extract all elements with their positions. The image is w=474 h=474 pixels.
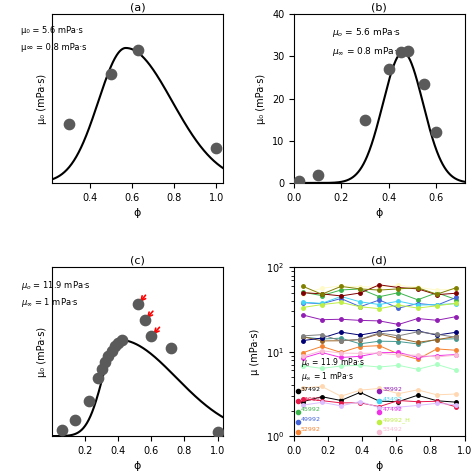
Point	[141, 317, 148, 324]
Point	[314, 172, 321, 179]
Point	[107, 70, 115, 77]
Point	[58, 426, 66, 433]
Point	[105, 352, 112, 359]
Text: 43492: 43492	[383, 397, 403, 401]
X-axis label: ϕ: ϕ	[134, 461, 141, 471]
Text: μ∞ = 0.8 mPa·s: μ∞ = 0.8 mPa·s	[21, 43, 87, 52]
Point	[118, 336, 126, 344]
Point	[432, 128, 440, 136]
Point	[385, 65, 392, 73]
Text: 45992: 45992	[301, 407, 321, 412]
Y-axis label: μ (mPa·s): μ (mPa·s)	[250, 328, 260, 375]
Text: 38992: 38992	[383, 386, 402, 392]
Text: $\mu_\infty$ = 1 mPa·s: $\mu_\infty$ = 1 mPa·s	[301, 370, 354, 383]
Point	[111, 342, 119, 350]
Point	[214, 428, 221, 436]
Y-axis label: μ₀ (mPa·s): μ₀ (mPa·s)	[256, 73, 266, 124]
Text: 37492: 37492	[301, 386, 321, 392]
Text: 42992: 42992	[301, 397, 321, 401]
Title: (d): (d)	[372, 255, 387, 265]
Text: 49992: 49992	[301, 417, 321, 422]
Point	[167, 344, 175, 352]
Text: $\mu_\infty$ = 1 mPa·s: $\mu_\infty$ = 1 mPa·s	[21, 296, 79, 309]
Y-axis label: μ₀ (mPa·s): μ₀ (mPa·s)	[36, 327, 46, 377]
Point	[147, 333, 155, 340]
Text: 53492: 53492	[383, 427, 402, 432]
Point	[98, 365, 106, 373]
Point	[134, 301, 142, 308]
Point	[85, 397, 92, 404]
Title: (b): (b)	[372, 2, 387, 12]
Text: 52992: 52992	[301, 427, 321, 432]
Title: (a): (a)	[129, 2, 145, 12]
Point	[108, 347, 116, 355]
Title: (c): (c)	[130, 255, 145, 265]
Point	[420, 80, 428, 88]
Point	[95, 374, 102, 382]
Point	[212, 144, 220, 151]
Point	[135, 46, 142, 54]
Point	[101, 358, 109, 366]
Point	[295, 177, 302, 185]
X-axis label: ϕ: ϕ	[375, 461, 383, 471]
Text: $\mu_\infty$ = 0.8 mPa·s: $\mu_\infty$ = 0.8 mPa·s	[332, 45, 402, 58]
Point	[65, 120, 73, 128]
Text: $\mu_o$ = 11.9 mPa·s: $\mu_o$ = 11.9 mPa·s	[301, 356, 365, 369]
Y-axis label: μ₀ (mPa·s): μ₀ (mPa·s)	[36, 73, 46, 124]
Text: 49992_H: 49992_H	[383, 417, 410, 423]
Text: $\mu_o$ = 5.6 mPa·s: $\mu_o$ = 5.6 mPa·s	[332, 26, 401, 39]
Text: $\mu_o$ = 11.9 mPa·s: $\mu_o$ = 11.9 mPa·s	[21, 279, 91, 292]
Point	[361, 116, 369, 124]
Point	[404, 47, 411, 55]
Point	[72, 416, 79, 424]
Text: 47492: 47492	[383, 407, 403, 412]
X-axis label: ϕ: ϕ	[375, 208, 383, 218]
Text: μ₀ = 5.6 mPa·s: μ₀ = 5.6 mPa·s	[21, 26, 83, 35]
Point	[115, 339, 122, 346]
Point	[397, 48, 404, 56]
X-axis label: ϕ: ϕ	[134, 208, 141, 218]
